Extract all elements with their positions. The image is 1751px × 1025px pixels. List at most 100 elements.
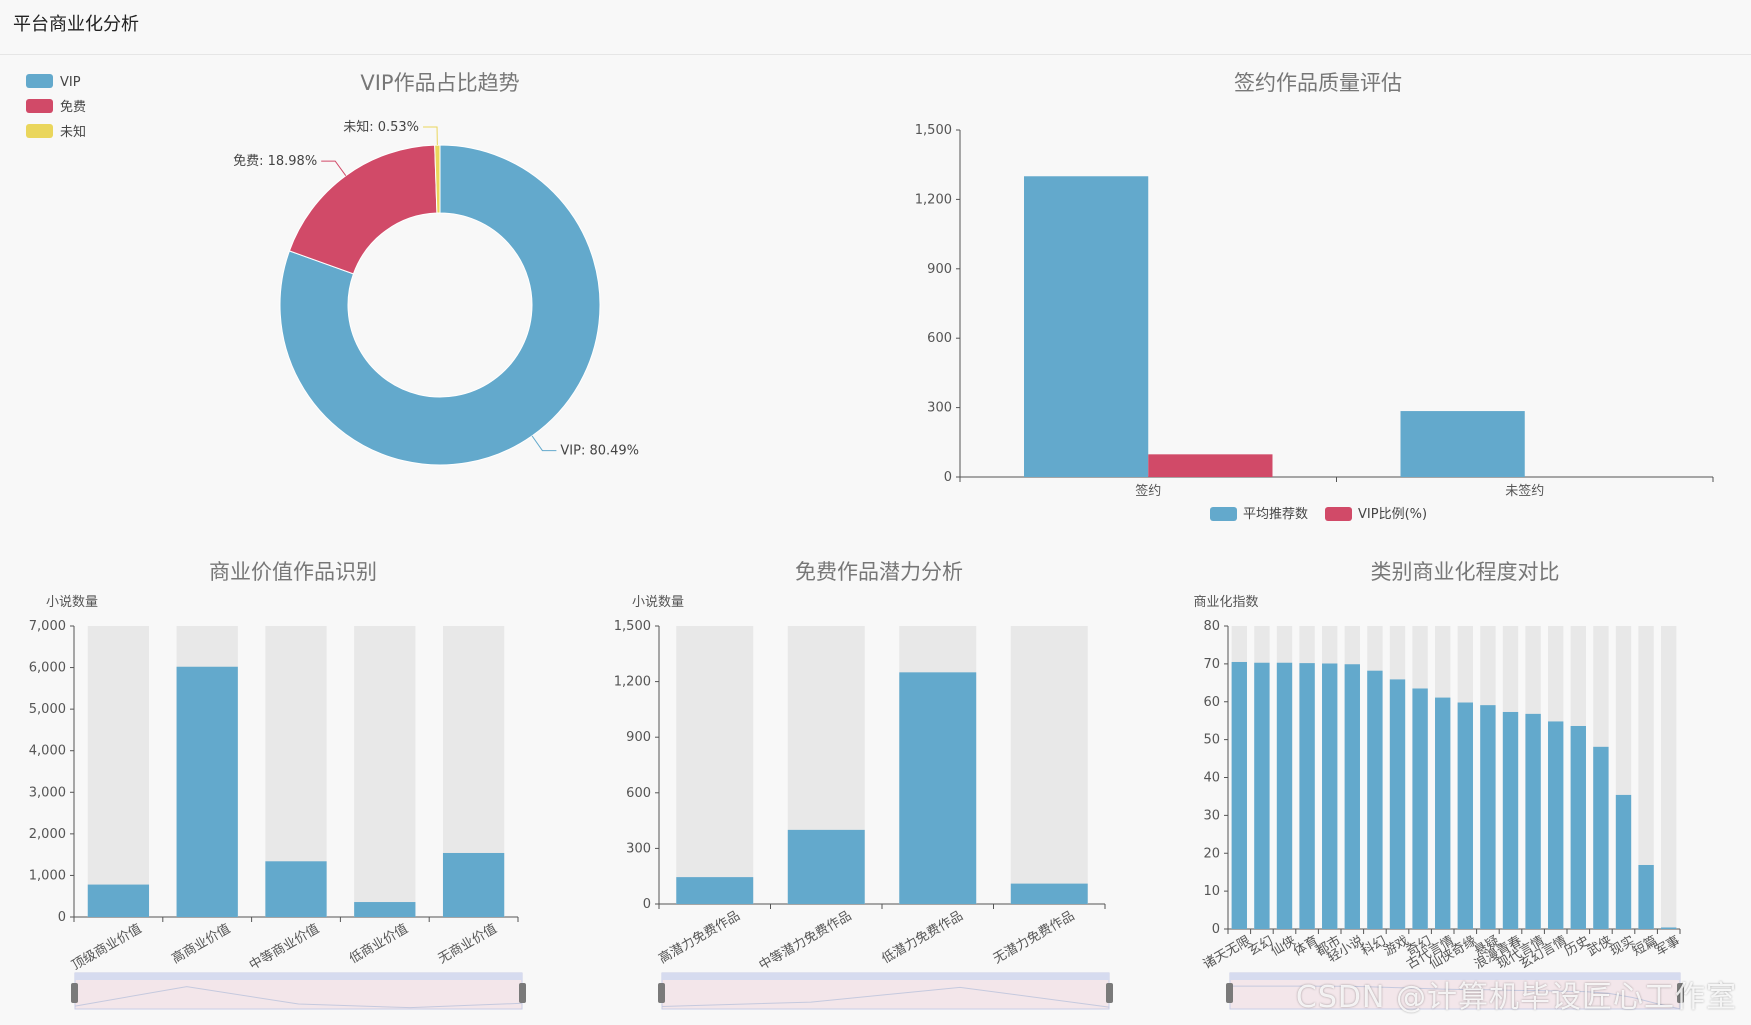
bar-background [354, 626, 416, 917]
y-tick-label: 5,000 [29, 702, 66, 717]
data-zoom-handle-left[interactable] [71, 983, 78, 1003]
y-tick-label: 6,000 [29, 661, 66, 676]
data-zoom-handle-left[interactable] [658, 983, 665, 1003]
bar[interactable] [265, 861, 327, 917]
chart-title: 签约作品质量评估 [1234, 71, 1402, 95]
x-tick-label: 中等潜力免费作品 [756, 908, 854, 974]
bar-background [1661, 626, 1677, 929]
bar[interactable] [87, 884, 150, 917]
x-tick-label: 签约 [1135, 483, 1161, 499]
y-tick-label: 1,500 [614, 619, 651, 634]
bar[interactable] [354, 902, 416, 917]
x-tick-label: 低商业价值 [346, 921, 410, 967]
data-zoom-track [75, 973, 522, 980]
bar[interactable] [1367, 670, 1383, 929]
legend-swatch[interactable] [1325, 507, 1352, 521]
bar[interactable] [1010, 883, 1088, 904]
y-tick-label: 600 [927, 331, 952, 346]
bar[interactable] [1276, 662, 1293, 929]
bar[interactable] [1548, 721, 1564, 929]
y-tick-label: 1,200 [614, 675, 651, 690]
bar-background [87, 626, 150, 917]
pie-slice[interactable] [279, 144, 601, 466]
bar[interactable] [1148, 454, 1273, 477]
bar[interactable] [1435, 697, 1451, 929]
data-zoom-handle-right[interactable] [519, 983, 526, 1003]
bar[interactable] [1661, 927, 1677, 929]
bar[interactable] [1615, 794, 1632, 929]
legend-label[interactable]: 未知 [60, 124, 86, 140]
legend-swatch[interactable] [1210, 507, 1237, 521]
y-axis-name: 小说数量 [46, 595, 98, 610]
bar[interactable] [1412, 688, 1428, 929]
bar[interactable] [1322, 663, 1338, 929]
x-tick-label: 高商业价值 [169, 921, 233, 967]
chart-title: VIP作品占比趋势 [360, 71, 519, 95]
legend-swatch[interactable] [26, 124, 53, 138]
bar[interactable] [1525, 713, 1541, 929]
y-tick-label: 0 [1212, 922, 1220, 937]
legend-label[interactable]: VIP比例(%) [1358, 507, 1427, 522]
page-title: 平台商业化分析 [13, 14, 139, 35]
legend-swatch[interactable] [26, 99, 53, 113]
bar[interactable] [1570, 725, 1586, 929]
bar[interactable] [1638, 864, 1654, 929]
bar[interactable] [787, 829, 865, 904]
x-tick-label: 低潜力免费作品 [879, 908, 965, 966]
bar[interactable] [176, 666, 238, 917]
bar[interactable] [1593, 746, 1609, 929]
y-axis-name: 商业化指数 [1193, 595, 1258, 610]
y-tick-label: 900 [626, 730, 651, 745]
pie-slice[interactable] [288, 144, 438, 275]
watermark: CSDN @计算机毕设匠心工作室 [1295, 980, 1737, 1015]
bar[interactable] [1480, 705, 1496, 929]
bar[interactable] [1254, 662, 1270, 929]
data-zoom-handle-right[interactable] [1677, 983, 1684, 1003]
y-tick-label: 0 [58, 910, 66, 925]
pie-label: VIP: 80.49% [560, 444, 639, 459]
data-zoom-shadow [1229, 985, 1681, 1010]
data-zoom-shadow [661, 986, 1110, 1008]
bar[interactable] [1024, 176, 1149, 477]
bar[interactable] [899, 672, 977, 904]
y-tick-label: 10 [1203, 884, 1220, 899]
data-zoom-handle-left[interactable] [1226, 983, 1233, 1003]
bar[interactable] [676, 877, 754, 904]
x-tick-label: 未签约 [1505, 483, 1544, 499]
category-commercial-bar-chart: 类别商业化程度对比商业化指数01020304050607080诸天无限玄幻仙侠体… [1193, 560, 1684, 1010]
y-tick-label: 7,000 [29, 619, 66, 634]
bar[interactable] [1389, 679, 1406, 929]
x-tick-label: 顶级商业价值 [69, 921, 145, 974]
bar[interactable] [1344, 664, 1360, 929]
bar-background [676, 626, 754, 904]
legend-label[interactable]: VIP [60, 75, 81, 90]
data-zoom-track [662, 973, 1109, 980]
bar[interactable] [1457, 702, 1473, 929]
pie-label: 免费: 18.98% [233, 154, 317, 169]
pie-slice[interactable] [434, 144, 441, 214]
data-zoom-handle-right[interactable] [1106, 983, 1113, 1003]
y-tick-label: 1,000 [29, 868, 66, 883]
y-tick-label: 20 [1203, 846, 1220, 861]
bar[interactable] [1231, 661, 1247, 929]
legend-swatch[interactable] [26, 74, 53, 88]
y-tick-label: 900 [927, 262, 952, 277]
bar[interactable] [1400, 411, 1525, 477]
x-tick-label: 军事 [1653, 933, 1683, 959]
legend-label[interactable]: 免费 [60, 100, 86, 115]
bar[interactable] [442, 852, 505, 917]
legend-label[interactable]: 平均推荐数 [1243, 507, 1308, 522]
pie-label-line [423, 126, 438, 146]
bar[interactable] [1299, 663, 1315, 929]
bar-background [1010, 626, 1088, 904]
chart-title: 类别商业化程度对比 [1371, 560, 1560, 584]
x-tick-label: 无潜力免费作品 [991, 908, 1077, 966]
pie-label: 未知: 0.53% [343, 119, 419, 135]
y-tick-label: 1,200 [915, 192, 952, 207]
bar[interactable] [1502, 711, 1519, 929]
y-tick-label: 1,500 [915, 123, 952, 138]
x-tick-label: 高潜力免费作品 [656, 908, 743, 967]
top-bar: 平台商业化分析 [0, 0, 1751, 55]
